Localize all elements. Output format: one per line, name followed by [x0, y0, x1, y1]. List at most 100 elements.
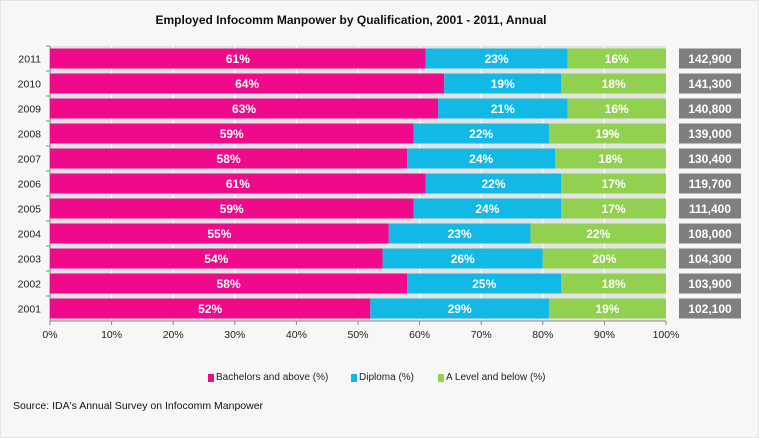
data-label: 20%: [592, 252, 616, 266]
bar-segment: [382, 248, 543, 269]
data-label: 22%: [469, 127, 493, 141]
y-tick-label: 2004: [18, 229, 42, 241]
data-label: 19%: [595, 127, 619, 141]
x-tick-label: 20%: [163, 329, 184, 341]
data-label: 16%: [605, 102, 629, 116]
data-label: 52%: [198, 302, 222, 316]
bar-segment: [548, 123, 666, 144]
legend-swatch: [208, 373, 214, 382]
data-label: 18%: [599, 152, 623, 166]
bar-segment: [561, 198, 666, 219]
data-label: 29%: [448, 302, 472, 316]
bar-segment: [542, 248, 666, 269]
legend-item: Diploma (%): [351, 372, 414, 383]
data-label: 61%: [226, 52, 250, 66]
legend-label: Diploma (%): [359, 372, 415, 383]
total-badge: [679, 248, 741, 269]
chart-plot: 0% 10% 20% 30% 40% 50% 60% 70% 80% 90% 100% 2011 61%…: [18, 45, 741, 341]
y-tick-label: 2002: [18, 279, 42, 291]
bar-segment: [561, 73, 666, 94]
total-label: 102,100: [688, 302, 732, 316]
x-tick-label: 70%: [471, 329, 492, 341]
bar-segment: [530, 223, 666, 244]
x-tick-label: 60%: [409, 329, 430, 341]
bar-segment: [50, 198, 414, 219]
y-tick-label: 2011: [18, 54, 41, 66]
bar-segment: [561, 173, 666, 194]
bar-segment: [425, 173, 562, 194]
legend-swatch: [351, 373, 357, 382]
bar-segment: [438, 98, 568, 119]
y-tick-label: 2006: [18, 179, 42, 191]
data-label: 25%: [472, 277, 496, 291]
bar-segment: [548, 298, 666, 319]
bar-segment: [50, 248, 383, 269]
total-label: 140,800: [688, 102, 732, 116]
y-tick-label: 2001: [18, 304, 42, 316]
x-tick-label: 0%: [42, 329, 57, 341]
data-label: 19%: [595, 302, 619, 316]
legend-item: A Level and below (%): [438, 372, 546, 383]
data-label: 59%: [220, 202, 244, 216]
x-tick-label: 10%: [101, 329, 122, 341]
y-tick-label: 2009: [18, 104, 42, 116]
data-label: 61%: [226, 177, 250, 191]
legend-label: Bachelors and above (%): [216, 372, 329, 383]
bar-segment: [561, 273, 666, 294]
data-label: 58%: [217, 277, 241, 291]
total-label: 108,000: [688, 227, 732, 241]
x-tick-label: 50%: [347, 329, 368, 341]
data-label: 17%: [602, 202, 626, 216]
total-badge: [679, 273, 741, 294]
total-label: 141,300: [688, 77, 732, 91]
x-tick-label: 80%: [532, 329, 553, 341]
bar-segment: [50, 73, 445, 94]
total-badge: [679, 173, 741, 194]
total-badge: [679, 123, 741, 144]
data-label: 24%: [469, 152, 493, 166]
data-label: 55%: [207, 227, 231, 241]
total-badge: [679, 98, 741, 119]
bar-segment: [50, 223, 389, 244]
bar-segment: [50, 98, 439, 119]
total-label: 130,400: [688, 152, 732, 166]
data-label: 22%: [586, 227, 610, 241]
bar-segment: [444, 73, 562, 94]
bar-segment: [413, 198, 562, 219]
total-label: 119,700: [689, 177, 732, 191]
legend-swatch: [438, 373, 444, 382]
data-label: 59%: [220, 127, 244, 141]
total-label: 142,900: [688, 52, 732, 66]
bar-segment: [50, 48, 426, 69]
bar-segment: [555, 148, 666, 169]
bar-segment: [50, 273, 408, 294]
data-label: 63%: [232, 102, 256, 116]
total-badge: [679, 198, 741, 219]
total-badge: [679, 73, 741, 94]
bar-segment: [50, 173, 426, 194]
bar-segment: [50, 123, 414, 144]
data-label: 23%: [448, 227, 472, 241]
data-label: 58%: [217, 152, 241, 166]
legend-label: A Level and below (%): [446, 372, 546, 383]
data-label: 54%: [204, 252, 228, 266]
data-label: 24%: [475, 202, 499, 216]
chart-title: Employed Infocomm Manpower by Qualificat…: [155, 13, 547, 27]
x-tick-label: 100%: [653, 329, 680, 341]
data-label: 22%: [482, 177, 506, 191]
total-label: 104,300: [688, 252, 732, 266]
bar-segment: [413, 123, 549, 144]
data-label: 17%: [602, 177, 626, 191]
data-label: 18%: [602, 277, 626, 291]
total-badge: [679, 48, 741, 69]
source-note: Source: IDA's Annual Survey on Infocomm …: [13, 400, 264, 412]
total-badge: [679, 298, 741, 319]
total-label: 103,900: [688, 277, 732, 291]
y-tick-label: 2007: [18, 154, 42, 166]
data-label: 23%: [485, 52, 509, 66]
y-tick-label: 2010: [18, 79, 42, 91]
data-label: 18%: [602, 77, 626, 91]
bar-segment: [50, 298, 371, 319]
data-label: 21%: [491, 102, 515, 116]
